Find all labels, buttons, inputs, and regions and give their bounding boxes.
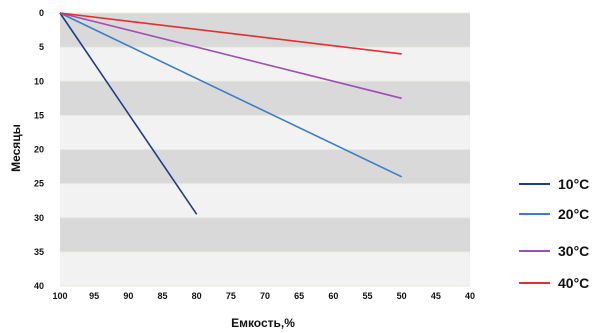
x-tick-label: 70 (260, 291, 270, 301)
y-gridlines (60, 12, 470, 287)
y-tick-label: 5 (39, 42, 44, 52)
y-tick-label: 20 (34, 145, 44, 155)
x-tick-label: 85 (157, 291, 167, 301)
y-tick-label: 35 (34, 247, 44, 257)
legend-label: 40°C (558, 275, 589, 291)
legend-label: 30°C (558, 243, 589, 259)
series-line (59, 12, 403, 178)
background-bands (60, 13, 470, 286)
legend: 10°C 20°C 30°C 40°C (519, 176, 589, 291)
y-tick-label: 15 (34, 110, 44, 120)
y-axis-label: Месяцы (9, 124, 23, 172)
y-tick-label: 40 (34, 281, 44, 291)
y-tick-label: 10 (34, 76, 44, 86)
x-tick-label: 50 (397, 291, 407, 301)
x-tick-label: 40 (465, 291, 475, 301)
grid-band (60, 115, 470, 150)
y-tick-label: 0 (39, 8, 44, 18)
series-lines (59, 12, 403, 215)
grid-band (60, 81, 470, 116)
series-line (59, 12, 402, 100)
y-tick-label: 30 (34, 213, 44, 223)
series-line (59, 12, 198, 215)
x-tick-labels: 100 95 90 85 80 75 70 65 60 55 50 45 40 (52, 291, 475, 301)
x-tick-label: 75 (226, 291, 236, 301)
x-tick-label: 90 (123, 291, 133, 301)
series-line (59, 12, 402, 55)
x-axis-label: Емкость,% (231, 316, 295, 330)
y-tick-label: 25 (34, 179, 44, 189)
legend-label: 20°C (558, 206, 589, 222)
grid-band (60, 183, 470, 218)
x-tick-label: 60 (328, 291, 338, 301)
x-tick-label: 100 (52, 291, 67, 301)
grid-band (60, 149, 470, 184)
legend-label: 10°C (558, 176, 589, 192)
grid-band (60, 251, 470, 286)
x-tick-label: 65 (294, 291, 304, 301)
x-tick-label: 95 (89, 291, 99, 301)
x-tick-label: 80 (192, 291, 202, 301)
x-tick-label: 45 (431, 291, 441, 301)
y-tick-labels: 0 5 10 15 20 25 30 35 40 (34, 8, 44, 291)
x-tick-label: 55 (362, 291, 372, 301)
grid-band (60, 217, 470, 252)
